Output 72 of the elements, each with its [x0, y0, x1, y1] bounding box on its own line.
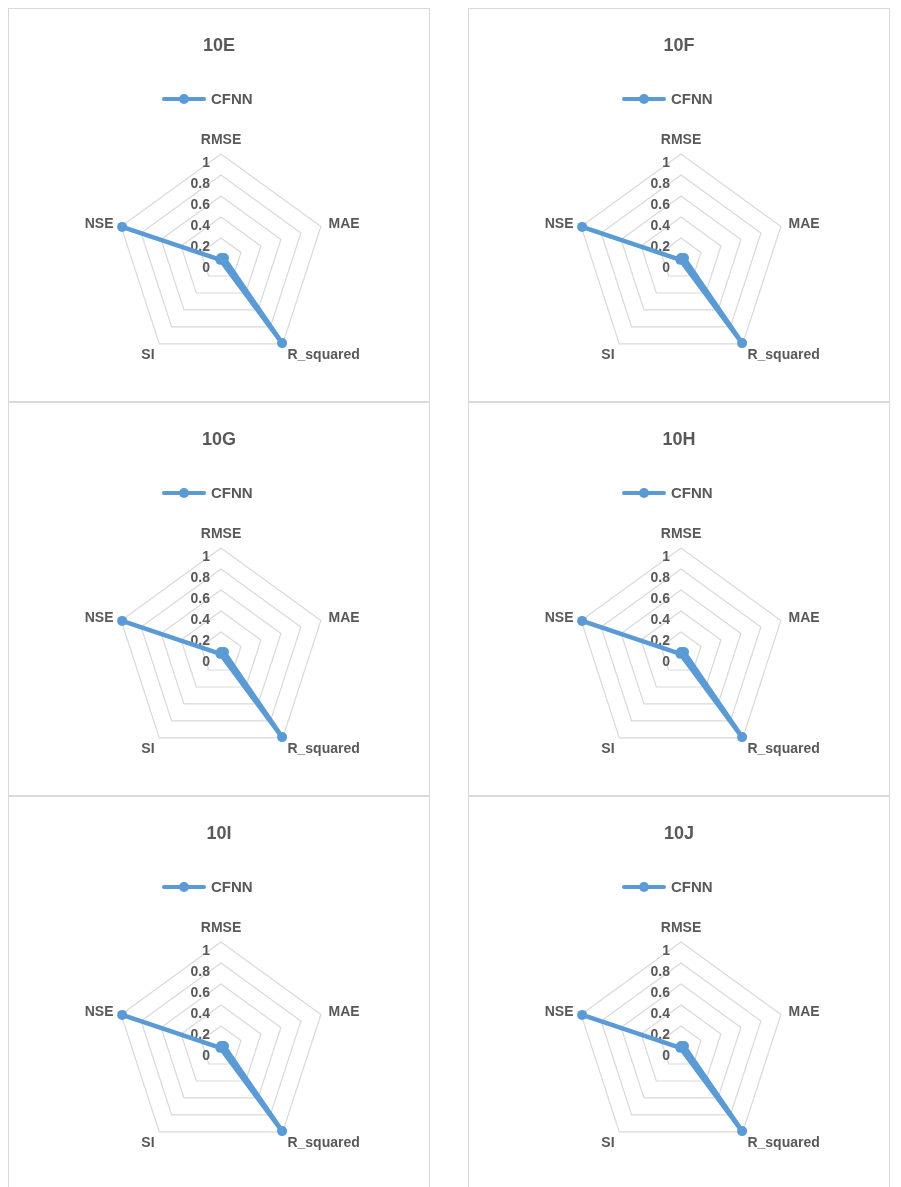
- spoke-label: NSE: [84, 214, 114, 231]
- chart-title: 10J: [663, 823, 695, 843]
- y-tick-label: 0.6: [650, 196, 671, 212]
- y-tick-label: 1: [662, 942, 671, 958]
- y-tick-label: 0.6: [650, 984, 671, 1000]
- y-tick-label: 0.6: [650, 590, 671, 606]
- y-tick-label: 0.8: [190, 963, 211, 979]
- legend-label: CFNN: [671, 878, 713, 895]
- legend-label: CFNN: [211, 484, 253, 501]
- spoke-label: MAE: [328, 214, 360, 231]
- spoke-label: SI: [601, 1133, 615, 1150]
- y-tick-label: 0: [662, 1047, 671, 1063]
- y-tick-label: 1: [202, 154, 211, 170]
- y-tick-label: 0.6: [190, 590, 211, 606]
- y-tick-label: 0.4: [190, 217, 211, 233]
- chart-title: 10H: [662, 429, 696, 449]
- chart-title: 10E: [202, 35, 236, 55]
- spoke-label: SI: [601, 739, 615, 756]
- spoke-label: NSE: [84, 1002, 114, 1019]
- spoke-label: MAE: [788, 214, 820, 231]
- spoke-label: R_squared: [287, 1133, 360, 1150]
- spoke-label: SI: [601, 345, 615, 362]
- y-tick-label: 0.8: [650, 569, 671, 585]
- y-tick-label: 1: [202, 942, 211, 958]
- spoke-label: RMSE: [660, 525, 702, 541]
- y-tick-label: 0.8: [650, 963, 671, 979]
- y-tick-label: 0: [662, 653, 671, 669]
- spoke-label: R_squared: [287, 345, 360, 362]
- spoke-label: SI: [141, 1133, 155, 1150]
- spoke-label: SI: [141, 739, 155, 756]
- y-tick-label: 0.6: [190, 196, 211, 212]
- chart-title: 10I: [206, 823, 232, 843]
- y-tick-label: 0: [202, 653, 211, 669]
- spoke-label: R_squared: [747, 739, 820, 756]
- spoke-label: R_squared: [747, 345, 820, 362]
- y-tick-label: 0.4: [650, 1005, 671, 1021]
- chart-title: 10G: [201, 429, 237, 449]
- y-tick-label: 0.4: [650, 611, 671, 627]
- spoke-label: RMSE: [660, 131, 702, 147]
- legend-label: CFNN: [671, 90, 713, 107]
- spoke-label: RMSE: [660, 919, 702, 935]
- y-tick-label: 0.8: [650, 175, 671, 191]
- spoke-label: RMSE: [200, 919, 242, 935]
- spoke-label: MAE: [788, 1002, 820, 1019]
- legend-label: CFNN: [211, 90, 253, 107]
- y-tick-label: 0.8: [190, 569, 211, 585]
- y-tick-label: 0.8: [190, 175, 211, 191]
- y-tick-label: 0.4: [650, 217, 671, 233]
- spoke-label: MAE: [328, 608, 360, 625]
- spoke-label: RMSE: [200, 525, 242, 541]
- y-tick-label: 0.4: [190, 1005, 211, 1021]
- spoke-label: MAE: [788, 608, 820, 625]
- y-tick-label: 0: [202, 259, 211, 275]
- spoke-label: RMSE: [200, 131, 242, 147]
- y-tick-label: 0: [662, 259, 671, 275]
- spoke-label: NSE: [544, 214, 574, 231]
- chart-title: 10F: [663, 35, 695, 55]
- spoke-label: R_squared: [747, 1133, 820, 1150]
- y-tick-label: 1: [202, 548, 211, 564]
- y-tick-label: 1: [662, 548, 671, 564]
- spoke-label: SI: [141, 345, 155, 362]
- spoke-label: MAE: [328, 1002, 360, 1019]
- y-tick-label: 1: [662, 154, 671, 170]
- spoke-label: NSE: [544, 1002, 574, 1019]
- spoke-label: R_squared: [287, 739, 360, 756]
- y-tick-label: 0: [202, 1047, 211, 1063]
- legend-label: CFNN: [671, 484, 713, 501]
- y-tick-label: 0.6: [190, 984, 211, 1000]
- legend-label: CFNN: [211, 878, 253, 895]
- y-tick-label: 0.4: [190, 611, 211, 627]
- spoke-label: NSE: [544, 608, 574, 625]
- spoke-label: NSE: [84, 608, 114, 625]
